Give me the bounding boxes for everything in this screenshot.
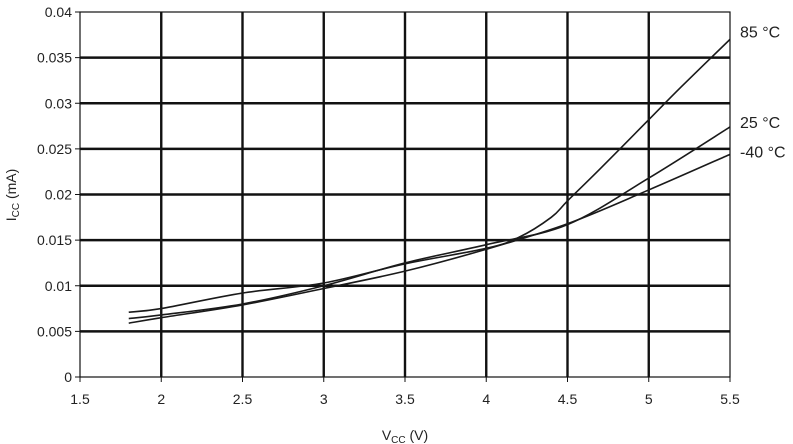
y-tick-label: 0 — [64, 369, 72, 385]
x-tick-label: 4 — [482, 391, 490, 407]
y-tick-label: 0.03 — [45, 95, 72, 111]
y-tick-label: 0.025 — [37, 141, 72, 157]
plot-frame — [79, 11, 731, 378]
x-tick-label: 5.5 — [720, 391, 740, 407]
series-label-85c: 85 °C — [740, 24, 780, 41]
y-axis-title: ICC (mA) — [3, 169, 22, 222]
x-tick-label: 2 — [157, 391, 165, 407]
series-line-40c — [128, 153, 731, 324]
y-tick-label: 0.005 — [37, 323, 72, 339]
x-tick-label: 2.5 — [233, 391, 253, 407]
x-tick-label: 4.5 — [558, 391, 578, 407]
y-tick-label: 0.015 — [37, 232, 72, 248]
labels: 1.5 2 2.5 3 3.5 4 4.5 5 5.5 0 0.005 0.01 0.015 0.02 0.… — [37, 4, 786, 407]
series-line-25c — [128, 126, 731, 320]
y-tick-label: 0.01 — [45, 278, 72, 294]
y-tick-label: 0.04 — [45, 4, 72, 20]
x-tick-label: 3 — [320, 391, 328, 407]
grid — [80, 12, 730, 377]
y-tick-label: 0.035 — [37, 50, 72, 66]
series-line-85c — [128, 38, 731, 314]
x-tick-label: 3.5 — [395, 391, 415, 407]
x-tick-label: 1.5 — [70, 391, 90, 407]
series-label-25c: 25 °C — [740, 115, 780, 132]
series-group — [128, 38, 731, 324]
x-tick-label: 5 — [645, 391, 653, 407]
y-tick-label: 0.02 — [45, 187, 72, 203]
x-axis-title: VCC (V) — [382, 427, 428, 444]
axes — [75, 11, 731, 382]
series-label-40c: -40 °C — [740, 144, 786, 161]
